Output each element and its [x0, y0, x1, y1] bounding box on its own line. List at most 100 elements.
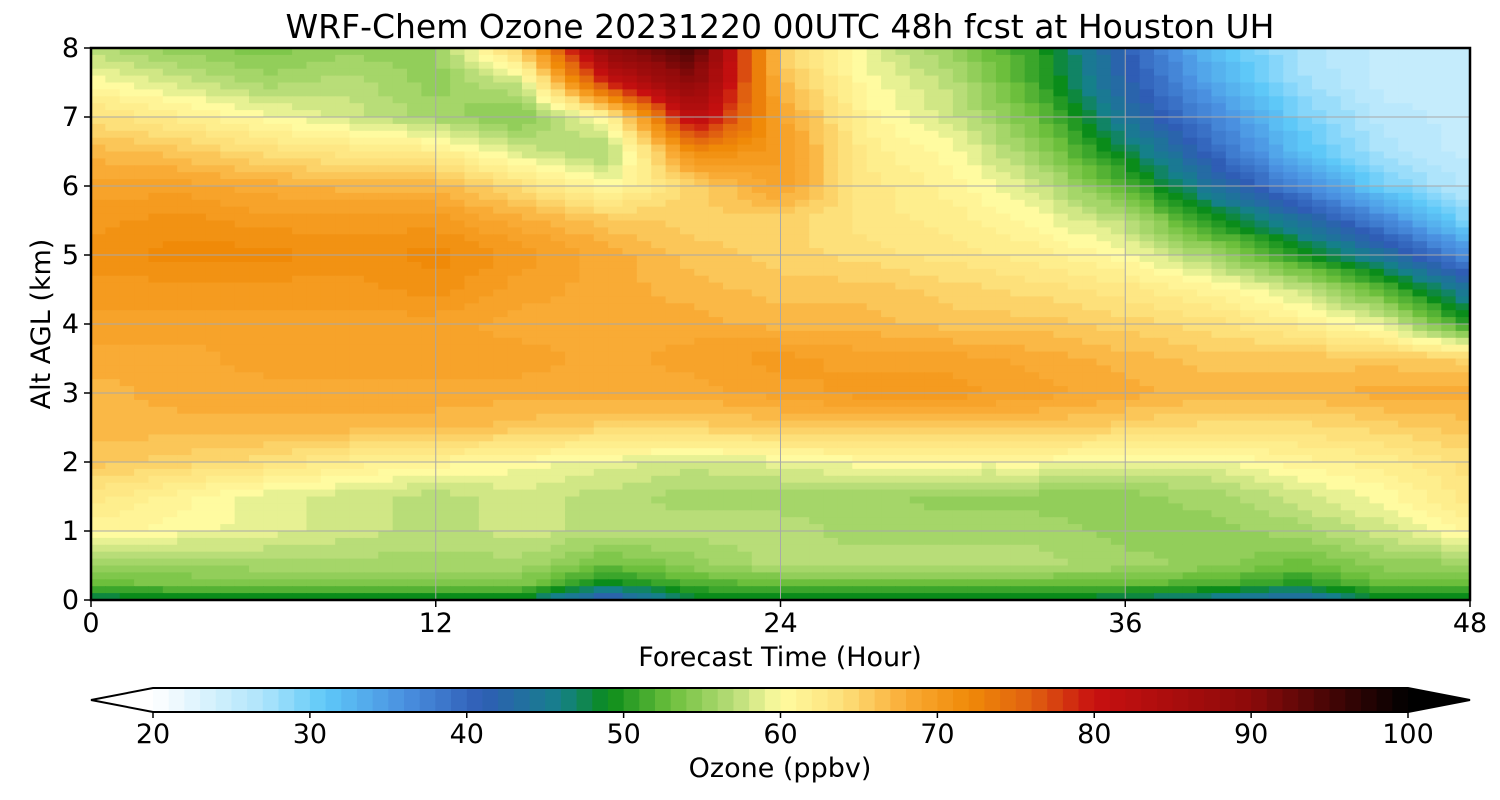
- heatmap-cell: [1125, 330, 1141, 339]
- heatmap-cell: [679, 48, 695, 56]
- heatmap-cell: [1297, 172, 1313, 180]
- heatmap-cell: [1412, 213, 1428, 222]
- heatmap-cell: [1168, 324, 1184, 332]
- heatmap-cell: [723, 123, 738, 132]
- heatmap-cell: [335, 82, 351, 90]
- heatmap-cell: [1398, 61, 1414, 70]
- heatmap-cell: [1168, 103, 1184, 111]
- heatmap-cell: [1168, 151, 1184, 159]
- heatmap-cell: [1125, 199, 1141, 208]
- heatmap-cell: [550, 337, 566, 346]
- heatmap-cell: [263, 275, 279, 284]
- heatmap-cell: [1153, 351, 1169, 360]
- heatmap-cell: [1067, 89, 1083, 97]
- heatmap-cell: [737, 110, 753, 118]
- heatmap-cell: [794, 241, 810, 249]
- heatmap-cell: [1268, 199, 1284, 208]
- heatmap-cell: [593, 199, 609, 208]
- heatmap-cell: [967, 365, 983, 373]
- heatmap-cell: [1355, 172, 1371, 180]
- heatmap-cell: [1326, 179, 1342, 187]
- heatmap-cell: [148, 268, 164, 277]
- heatmap-cell: [1010, 54, 1026, 63]
- heatmap-cell: [593, 241, 609, 249]
- heatmap-cell: [1125, 96, 1141, 104]
- heatmap-cell: [220, 117, 236, 125]
- heatmap-cell: [694, 117, 710, 125]
- heatmap-cell: [1053, 144, 1069, 153]
- heatmap-cell: [435, 365, 451, 373]
- heatmap-cell: [134, 351, 150, 360]
- heatmap-cell: [1398, 96, 1414, 104]
- heatmap-cell: [679, 241, 695, 249]
- heatmap-cell: [521, 317, 537, 325]
- heatmap-cell: [1067, 365, 1083, 373]
- heatmap-cell: [852, 82, 868, 90]
- heatmap-cell: [1211, 248, 1227, 256]
- heatmap-cell: [737, 275, 753, 284]
- heatmap-cell: [924, 89, 940, 97]
- heatmap-cell: [1067, 172, 1083, 180]
- heatmap-cell: [1297, 179, 1313, 187]
- heatmap-cell: [320, 103, 336, 111]
- heatmap-cell: [91, 344, 106, 353]
- heatmap-cell: [349, 192, 365, 201]
- heatmap-cell: [1039, 82, 1055, 90]
- heatmap-cell: [105, 61, 121, 70]
- heatmap-cell: [694, 365, 710, 373]
- heatmap-cell: [1398, 241, 1414, 249]
- heatmap-cell: [565, 192, 580, 201]
- heatmap-cell: [924, 379, 940, 387]
- heatmap-cell: [723, 296, 738, 304]
- heatmap-cell: [119, 358, 135, 366]
- heatmap-cell: [105, 48, 121, 56]
- heatmap-cell: [1168, 186, 1184, 194]
- heatmap-cell: [938, 227, 954, 235]
- heatmap-cell: [205, 192, 221, 201]
- heatmap-cell: [608, 186, 624, 194]
- heatmap-cell: [679, 344, 695, 353]
- heatmap-cell: [249, 186, 264, 194]
- heatmap-cell: [1441, 234, 1457, 242]
- heatmap-cell: [306, 48, 322, 56]
- heatmap-cell: [852, 386, 868, 394]
- heatmap-cell: [306, 337, 322, 346]
- heatmap-cell: [1110, 137, 1126, 146]
- heatmap-cell: [852, 158, 868, 166]
- heatmap-cell: [1412, 199, 1428, 208]
- heatmap-cell: [148, 158, 164, 166]
- heatmap-cell: [1369, 393, 1385, 401]
- heatmap-cell: [809, 96, 825, 104]
- heatmap-cell: [837, 289, 853, 297]
- heatmap-cell: [1383, 358, 1399, 366]
- heatmap-cell: [1398, 103, 1414, 111]
- heatmap-cell: [1326, 165, 1342, 173]
- heatmap-cell: [952, 158, 968, 166]
- heatmap-cell: [450, 144, 466, 153]
- heatmap-cell: [1412, 110, 1428, 118]
- heatmap-cell: [1125, 393, 1141, 401]
- heatmap-cell: [1340, 386, 1356, 394]
- heatmap-cell: [593, 220, 609, 228]
- heatmap-cell: [91, 303, 106, 311]
- heatmap-cell: [148, 406, 164, 415]
- heatmap-cell: [766, 296, 782, 304]
- heatmap-cell: [320, 379, 336, 387]
- heatmap-cell: [421, 241, 437, 249]
- heatmap-cell: [1398, 234, 1414, 242]
- heatmap-cell: [737, 282, 753, 291]
- heatmap-cell: [651, 206, 667, 215]
- heatmap-cell: [1153, 172, 1169, 180]
- heatmap-cell: [435, 151, 451, 159]
- heatmap-cell: [177, 179, 193, 187]
- heatmap-cell: [407, 379, 422, 387]
- heatmap-cell: [881, 75, 897, 84]
- heatmap-cell: [909, 344, 925, 353]
- heatmap-cell: [1082, 103, 1098, 111]
- heatmap-cell: [1096, 172, 1112, 180]
- heatmap-cell: [550, 117, 566, 125]
- heatmap-cell: [794, 117, 810, 125]
- heatmap-cell: [1182, 393, 1198, 401]
- heatmap-cell: [794, 179, 810, 187]
- heatmap-cell: [249, 75, 264, 84]
